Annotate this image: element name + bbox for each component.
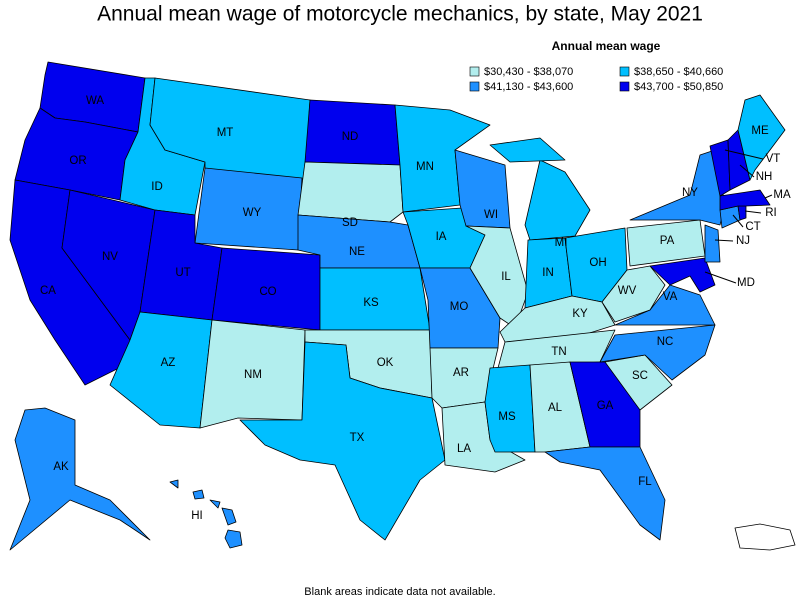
state-label: AK xyxy=(53,461,69,473)
state-label: CO xyxy=(259,286,276,298)
state-shape xyxy=(489,137,566,163)
state-shape xyxy=(599,324,716,381)
state-shape xyxy=(544,446,666,541)
state-label: AZ xyxy=(161,357,176,369)
state-label: SD xyxy=(342,217,358,229)
state-label: NJ xyxy=(736,235,750,247)
state-label: NM xyxy=(244,369,262,381)
state-label: GA xyxy=(597,400,614,412)
state-label: TX xyxy=(350,432,365,444)
leader-line xyxy=(714,239,734,242)
state-label: NY xyxy=(682,187,698,199)
leader-line xyxy=(744,210,762,214)
state-shape xyxy=(9,407,151,551)
state-label: TN xyxy=(551,346,566,358)
state-shape xyxy=(239,341,446,541)
legend-swatch xyxy=(619,66,630,77)
leader-line xyxy=(724,149,764,160)
legend-swatch xyxy=(619,81,630,92)
state-label: AL xyxy=(548,402,563,414)
state-label: MT xyxy=(217,127,234,139)
state-label: MD xyxy=(737,277,755,289)
state-label: RI xyxy=(765,207,777,219)
state-label: CT xyxy=(745,221,760,233)
puerto-rico xyxy=(734,523,796,551)
state-label: VT xyxy=(766,153,781,165)
state-label: AR xyxy=(453,367,469,379)
state-shape xyxy=(737,94,786,181)
state-shape xyxy=(719,189,771,211)
state-shape xyxy=(601,265,666,323)
state-label: MN xyxy=(416,161,434,173)
state-label: NH xyxy=(756,171,773,183)
state-label: MI xyxy=(555,237,568,249)
state-label: SC xyxy=(632,370,648,382)
map-title: Annual mean wage of motorcycle mechanics… xyxy=(97,3,703,26)
legend-label: $43,700 - $50,850 xyxy=(634,81,723,93)
state-shape xyxy=(192,489,205,500)
state-label: WA xyxy=(86,95,104,107)
state-label: KS xyxy=(363,297,379,309)
legend-swatch xyxy=(469,81,480,92)
state-label: IL xyxy=(501,271,511,283)
state-shape xyxy=(224,529,243,549)
state-label: FL xyxy=(638,476,652,488)
state-shape xyxy=(465,225,529,329)
state-label: OH xyxy=(589,257,606,269)
state-label: IN xyxy=(542,267,554,279)
state-label: NC xyxy=(657,336,674,348)
legend-label: $38,650 - $40,660 xyxy=(634,66,723,78)
state-label: WV xyxy=(618,285,637,297)
leader-line xyxy=(732,214,744,228)
legend-swatch xyxy=(469,66,480,77)
legend-title: Annual mean wage xyxy=(552,39,661,53)
state-label: VA xyxy=(663,291,678,303)
legend-label: $41,130 - $43,600 xyxy=(484,81,573,93)
state-label: MS xyxy=(498,411,516,423)
state-label: ME xyxy=(751,125,769,137)
state-shape xyxy=(484,364,536,453)
state-label: PA xyxy=(660,235,675,247)
state-shape xyxy=(614,284,716,326)
state-shape xyxy=(169,479,179,489)
state-label: OK xyxy=(377,357,394,369)
state-label: ID xyxy=(151,181,163,193)
state-label: IA xyxy=(436,231,447,243)
state-label: OR xyxy=(69,155,86,167)
state-label: ND xyxy=(342,131,359,143)
state-label: WI xyxy=(484,209,498,221)
state-shape xyxy=(221,507,237,526)
legend-label: $30,430 - $38,070 xyxy=(484,66,573,78)
state-label: WY xyxy=(243,207,262,219)
leader-line xyxy=(704,271,737,284)
state-label: HI xyxy=(191,510,203,522)
leader-line xyxy=(739,164,755,178)
state-label: NV xyxy=(102,251,118,263)
footnote: Blank areas indicate data not available. xyxy=(304,586,495,598)
leader-line xyxy=(764,194,773,199)
state-label: LA xyxy=(457,443,471,455)
state-label: UT xyxy=(175,267,190,279)
state-label: MA xyxy=(773,189,791,201)
state-shape xyxy=(297,161,404,223)
state-shape xyxy=(704,224,721,263)
state-shape xyxy=(209,499,221,509)
state-shape xyxy=(629,149,726,226)
state-shape xyxy=(454,149,511,229)
state-label: NE xyxy=(349,246,365,258)
state-label: MO xyxy=(450,301,469,313)
state-label: KY xyxy=(572,308,588,320)
state-label: CA xyxy=(40,285,56,297)
state-shape xyxy=(199,319,306,429)
state-shape xyxy=(524,159,591,241)
